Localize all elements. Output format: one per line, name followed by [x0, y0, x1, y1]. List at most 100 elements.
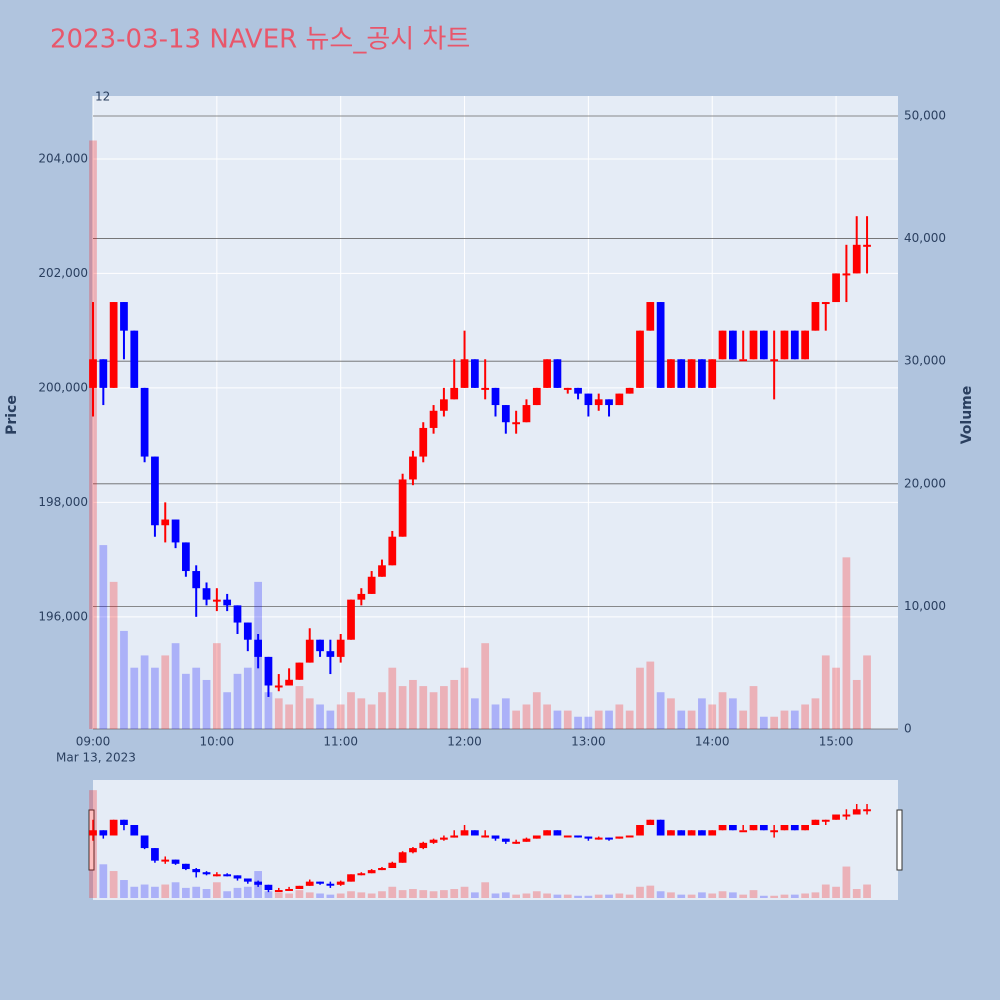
volume-bar [367, 704, 376, 729]
candle-body [99, 359, 108, 388]
slider-volume-bar [667, 892, 675, 898]
y-tick-label: 200,000 [38, 380, 88, 394]
volume-bar [594, 710, 603, 729]
volume-bar [264, 692, 273, 729]
candle-body [594, 399, 603, 406]
y2-tick-label: 50,000 [904, 108, 946, 122]
slider-volume-bar [233, 887, 242, 898]
candle-body [357, 593, 366, 600]
slider-candle-body [801, 825, 809, 831]
volume-bar [378, 692, 386, 729]
slider-volume-bar [336, 893, 345, 898]
slider-candle-body [305, 881, 314, 886]
candle-body [532, 387, 541, 406]
slider-volume-bar [419, 890, 428, 898]
slider-volume-bar [398, 890, 407, 898]
slider-volume-bar [790, 894, 799, 898]
volume-bar [811, 698, 820, 729]
slider-candle-body [759, 825, 768, 831]
y-tick-label: 196,000 [38, 609, 88, 623]
slider-volume-bar [605, 894, 613, 898]
slider-handle[interactable] [88, 809, 95, 871]
candle-body [398, 479, 407, 537]
slider-candle-body [584, 836, 593, 839]
slider-candle-body [708, 830, 717, 836]
slider-candle-body [470, 830, 479, 836]
volume-bar [212, 643, 221, 729]
slider-volume-bar [749, 890, 758, 898]
slider-volume-bar [501, 892, 510, 898]
volume-bar [584, 716, 593, 729]
volume-bar [192, 667, 201, 729]
candle-body [852, 244, 861, 274]
y-tick-label: 202,000 [38, 266, 88, 280]
slider-volume-bar [409, 889, 417, 898]
slider-candle-body [295, 885, 304, 889]
candle-body [223, 599, 232, 606]
slider-candle-body [326, 883, 335, 886]
candle-body [388, 536, 397, 566]
candle-body [491, 387, 500, 406]
volume-bar [687, 710, 696, 729]
slider-candle-body [501, 838, 510, 842]
y2-tick-label: 0 [904, 722, 912, 736]
slider-candle-body [336, 881, 345, 885]
slider-volume-bar [295, 890, 304, 898]
volume-bar [316, 704, 324, 729]
slider-volume-bar [832, 886, 840, 898]
candle-body [419, 427, 428, 457]
volume-bar [140, 655, 149, 729]
candle-body [821, 302, 830, 305]
slider-volume-bar [243, 886, 252, 898]
slider-volume-bar [677, 894, 686, 898]
candle-body [801, 330, 809, 360]
candle-body [429, 410, 438, 428]
slider-candle-body [543, 830, 551, 836]
slider-candle-body [357, 873, 366, 876]
slider-candle-body [202, 872, 211, 875]
slider-handle[interactable] [896, 809, 903, 871]
y2-tick-label: 10,000 [904, 599, 946, 613]
candle-body [667, 359, 675, 388]
slider-volume-bar [718, 891, 727, 898]
slider-volume-bar [429, 891, 438, 898]
candle-body [780, 330, 789, 360]
slider-candle-body [419, 842, 428, 849]
slider-candle-body [130, 825, 139, 836]
volume-bar [522, 704, 531, 729]
candle-body [233, 605, 242, 623]
candle-body [646, 302, 655, 331]
volume-bar [718, 692, 727, 729]
volume-bar [182, 673, 190, 729]
slider-candle-body [378, 868, 386, 871]
volume-bar [770, 716, 779, 729]
slider-volume-bar [161, 884, 170, 898]
slider-candle-body [212, 874, 221, 877]
volume-bar [574, 716, 582, 729]
candle-body [563, 387, 572, 390]
slider-candle-body [553, 830, 562, 836]
volume-bar [677, 710, 686, 729]
volume-bar [832, 667, 840, 729]
slider-candle-body [109, 819, 118, 836]
candle-body [842, 273, 851, 276]
slider-volume-bar [636, 886, 644, 898]
volume-bar [729, 698, 737, 729]
slider-candle-body [574, 835, 582, 838]
candle-body [305, 639, 314, 663]
slider-volume-bar [388, 886, 397, 898]
slider-candle-body [491, 835, 500, 839]
candle-body [605, 399, 613, 406]
volume-bar [842, 557, 851, 729]
volume-bar [491, 704, 500, 729]
slider-candle-body [192, 869, 201, 873]
x-tick-label: 15:00 [819, 735, 854, 749]
volume-bar [398, 686, 407, 729]
slider-candle-body [790, 825, 799, 831]
slider-volume-bar [481, 882, 490, 898]
candle-body [336, 639, 345, 657]
slider-volume-bar [625, 894, 634, 898]
slider-candle-body [367, 870, 376, 874]
slider-volume-bar [646, 885, 655, 898]
